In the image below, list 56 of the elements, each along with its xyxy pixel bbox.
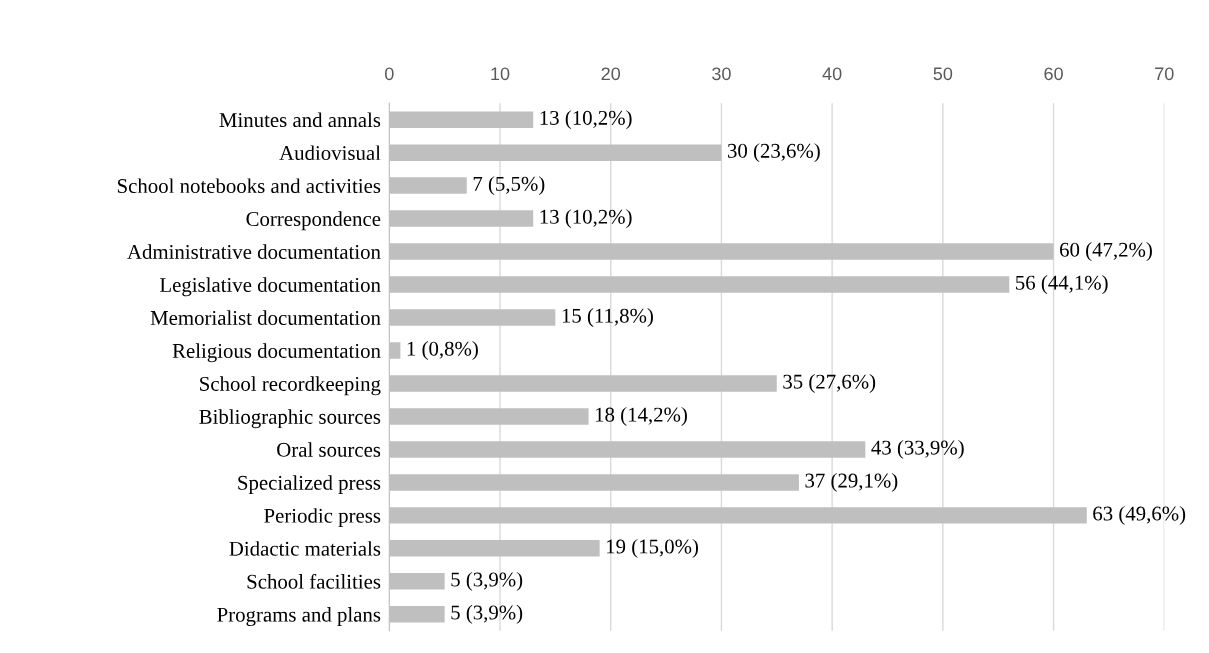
y-tick-label: Programs and plans — [217, 607, 381, 627]
bar — [389, 210, 534, 227]
x-tick-label: 40 — [822, 67, 842, 81]
data-label: 7 (5,5%) — [473, 176, 545, 196]
bar — [389, 573, 445, 590]
data-label: 15 (11,8%) — [562, 308, 653, 327]
bar — [389, 309, 556, 326]
y-tick-label: Religious documentation — [172, 343, 381, 363]
y-tick-label: Bibliographic sources — [199, 409, 381, 429]
y-tick-label: School notebooks and activities — [117, 178, 381, 194]
data-label: 1 (0,8%) — [407, 341, 478, 360]
data-label: 13 (10,2%) — [540, 110, 632, 130]
y-tick-label: School facilities — [247, 573, 381, 589]
x-tick-label: 70 — [1155, 67, 1174, 81]
data-label: 19 (15,0%) — [607, 538, 699, 558]
bar — [389, 540, 600, 557]
y-tick-label: Didactic materials — [229, 541, 381, 556]
y-tick-label: Correspondence — [246, 211, 381, 231]
data-label: 63 (49,6%) — [1093, 505, 1186, 525]
data-label: 43 (33,9%) — [871, 439, 964, 459]
y-tick-label: Legislative documentation — [159, 277, 381, 297]
y-tick-label: Minutes and annals — [219, 112, 381, 128]
y-tick-label: Periodic press — [264, 508, 381, 528]
data-label: 5 (3,9%) — [451, 604, 523, 624]
y-tick-label: Administrative documentation — [127, 244, 381, 259]
x-tick-label: 0 — [384, 67, 394, 81]
data-label: 5 (3,9%) — [451, 571, 523, 591]
bar — [389, 507, 1087, 524]
bar — [389, 375, 777, 392]
bar — [389, 111, 534, 128]
y-tick-label: Memorialist documentation — [150, 310, 381, 325]
x-tick-label: 10 — [491, 67, 510, 81]
data-label: 30 (23,6%) — [727, 143, 820, 163]
y-tick-label: School recordkeeping — [200, 376, 381, 396]
y-tick-label: Oral sources — [277, 442, 381, 457]
y-tick-label: Audiovisual — [279, 145, 381, 161]
data-label: 56 (44,1%) — [1016, 275, 1108, 294]
bar — [389, 441, 866, 458]
x-tick-label: 50 — [933, 67, 953, 81]
bar — [389, 342, 401, 359]
data-label: 18 (14,2%) — [595, 407, 687, 426]
data-label: 35 (27,6%) — [783, 374, 876, 393]
bar — [389, 408, 589, 425]
data-label: 37 (29,1%) — [805, 472, 898, 492]
data-label: 13 (10,2%) — [540, 209, 632, 229]
x-tick-label: 20 — [601, 67, 621, 81]
data-label: 60 (47,2%) — [1060, 242, 1152, 262]
y-tick-label: Specialized press — [238, 475, 381, 495]
bar — [389, 243, 1054, 260]
bar — [389, 177, 467, 194]
bar — [389, 276, 1010, 293]
bar — [389, 144, 722, 161]
x-tick-label: 60 — [1044, 67, 1063, 81]
bar — [389, 474, 799, 491]
x-tick-label: 30 — [712, 67, 731, 81]
bar — [389, 606, 445, 623]
